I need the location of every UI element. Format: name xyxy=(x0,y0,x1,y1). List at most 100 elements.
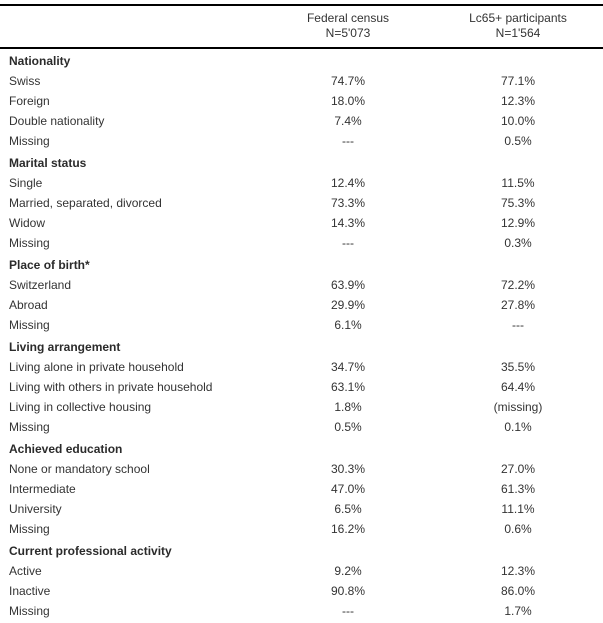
federal-census-value: 14.3% xyxy=(330,216,366,230)
section-empty-federal-census xyxy=(280,337,416,357)
section-header-row: Current professional activity xyxy=(0,539,603,561)
row-label: Abroad xyxy=(9,298,48,312)
federal-census-value: 16.2% xyxy=(330,522,366,536)
section-empty-lc65 xyxy=(416,153,603,173)
table-row: Living with others in private household 6… xyxy=(0,377,603,397)
lc65-participants-value: 27.8% xyxy=(500,298,536,312)
table-header-row: Federal census N=5'073 Lc65+ participant… xyxy=(0,6,603,49)
row-label: Active xyxy=(9,564,42,578)
federal-census-value: --- xyxy=(342,236,354,250)
table-row: Missing 0.5% 0.1% xyxy=(0,417,603,437)
row-label: Missing xyxy=(9,236,50,250)
lc65-participants-value: 0.1% xyxy=(504,420,532,434)
section-empty-federal-census xyxy=(280,255,416,275)
lc65-participants-value: 0.3% xyxy=(504,236,532,250)
federal-census-value: --- xyxy=(342,134,354,148)
lc65-participants-value: 72.2% xyxy=(500,278,536,292)
row-label: Inactive xyxy=(9,584,51,598)
lc65-participants-value: (missing) xyxy=(493,400,543,414)
table-row: Living alone in private household 34.7% 35… xyxy=(0,357,603,377)
row-label: Missing xyxy=(9,522,50,536)
section-empty-lc65 xyxy=(416,51,603,71)
lc65-participants-value: 61.3% xyxy=(500,482,536,496)
section-title: Living arrangement xyxy=(9,340,121,354)
federal-census-value: 0.5% xyxy=(334,420,362,434)
federal-census-value: 12.4% xyxy=(330,176,366,190)
federal-census-value: --- xyxy=(342,604,354,618)
table-row: Abroad 29.9% 27.8% xyxy=(0,295,603,315)
lc65-participants-value: 86.0% xyxy=(500,584,536,598)
table-row: Missing 6.1% --- xyxy=(0,315,603,335)
table-row: Living in collective housing 1.8% (missing… xyxy=(0,397,603,417)
lc65-participants-value: 0.6% xyxy=(504,522,532,536)
table-body: Nationality Swiss 74.7% 77.1% Foreign 18.0% 12… xyxy=(0,49,603,623)
federal-census-value: 29.9% xyxy=(330,298,366,312)
row-label: Living in collective housing xyxy=(9,400,152,414)
row-label: Missing xyxy=(9,134,50,148)
federal-census-value: 34.7% xyxy=(330,360,366,374)
participants-comparison-table: Federal census N=5'073 Lc65+ participant… xyxy=(0,4,603,623)
lc65-participants-value: 11.5% xyxy=(501,176,535,190)
table-row: Missing --- 0.3% xyxy=(0,233,603,253)
row-label: Missing xyxy=(9,604,50,618)
row-label: Switzerland xyxy=(9,278,72,292)
lc65-participants-value: 12.9% xyxy=(500,216,536,230)
section-empty-lc65 xyxy=(416,439,603,459)
section-header-row: Place of birth* xyxy=(0,253,603,275)
federal-census-value: 74.7% xyxy=(330,74,366,88)
table-row: Double nationality 7.4% 10.0% xyxy=(0,111,603,131)
section-empty-lc65 xyxy=(416,337,603,357)
lc65-participants-value: 10.0% xyxy=(500,114,536,128)
section-title: Nationality xyxy=(9,54,71,68)
lc65-participants-value: 1.7% xyxy=(504,604,532,618)
header-spacer-cell xyxy=(0,11,280,41)
section-title: Achieved education xyxy=(9,442,123,456)
row-label: Missing xyxy=(9,318,50,332)
row-label: Single xyxy=(9,176,43,190)
federal-census-value: 6.1% xyxy=(334,318,362,332)
row-label: Missing xyxy=(9,420,50,434)
section-title: Current professional activity xyxy=(9,544,172,558)
row-label: None or mandatory school xyxy=(9,462,150,476)
row-label: Widow xyxy=(9,216,46,230)
federal-census-value: 90.8% xyxy=(330,584,366,598)
federal-census-value: 7.4% xyxy=(334,114,362,128)
table-row: Inactive 90.8% 86.0% xyxy=(0,581,603,601)
row-label: Married, separated, divorced xyxy=(9,196,162,210)
lc65-participants-value: 35.5% xyxy=(500,360,536,374)
table-row: Active 9.2% 12.3% xyxy=(0,561,603,581)
table-row: Swiss 74.7% 77.1% xyxy=(0,71,603,91)
row-label: Intermediate xyxy=(9,482,76,496)
section-title: Marital status xyxy=(9,156,87,170)
table-row: University 6.5% 11.1% xyxy=(0,499,603,519)
section-header-row: Nationality xyxy=(0,49,603,71)
table-row: None or mandatory school 30.3% 27.0% xyxy=(0,459,603,479)
section-empty-federal-census xyxy=(280,541,416,561)
lc65-participants-value: 11.1% xyxy=(501,502,535,516)
lc65-participants-value: 27.0% xyxy=(500,462,536,476)
federal-census-value: 47.0% xyxy=(330,482,366,496)
section-empty-federal-census xyxy=(280,439,416,459)
federal-census-value: 73.3% xyxy=(330,196,366,210)
federal-census-value: 9.2% xyxy=(334,564,362,578)
table-row: Foreign 18.0% 12.3% xyxy=(0,91,603,111)
table-row: Missing --- 1.7% xyxy=(0,601,603,621)
column-n-lc65-participants: N=1'564 xyxy=(495,26,541,40)
section-title: Place of birth* xyxy=(9,258,90,272)
row-label: Double nationality xyxy=(9,114,105,128)
header-federal-census: Federal census N=5'073 xyxy=(280,11,416,41)
section-empty-federal-census xyxy=(280,153,416,173)
lc65-participants-value: 12.3% xyxy=(500,564,536,578)
lc65-participants-value: 12.3% xyxy=(500,94,536,108)
header-lc65-participants: Lc65+ participants N=1'564 xyxy=(416,11,603,41)
section-empty-lc65 xyxy=(416,255,603,275)
column-title-federal-census: Federal census xyxy=(306,11,390,25)
section-header-row: Living arrangement xyxy=(0,335,603,357)
table-row: Single 12.4% 11.5% xyxy=(0,173,603,193)
lc65-participants-value: 64.4% xyxy=(500,380,536,394)
row-label: University xyxy=(9,502,62,516)
section-empty-lc65 xyxy=(416,541,603,561)
table-row: Intermediate 47.0% 61.3% xyxy=(0,479,603,499)
table-row: Missing --- 0.5% xyxy=(0,131,603,151)
